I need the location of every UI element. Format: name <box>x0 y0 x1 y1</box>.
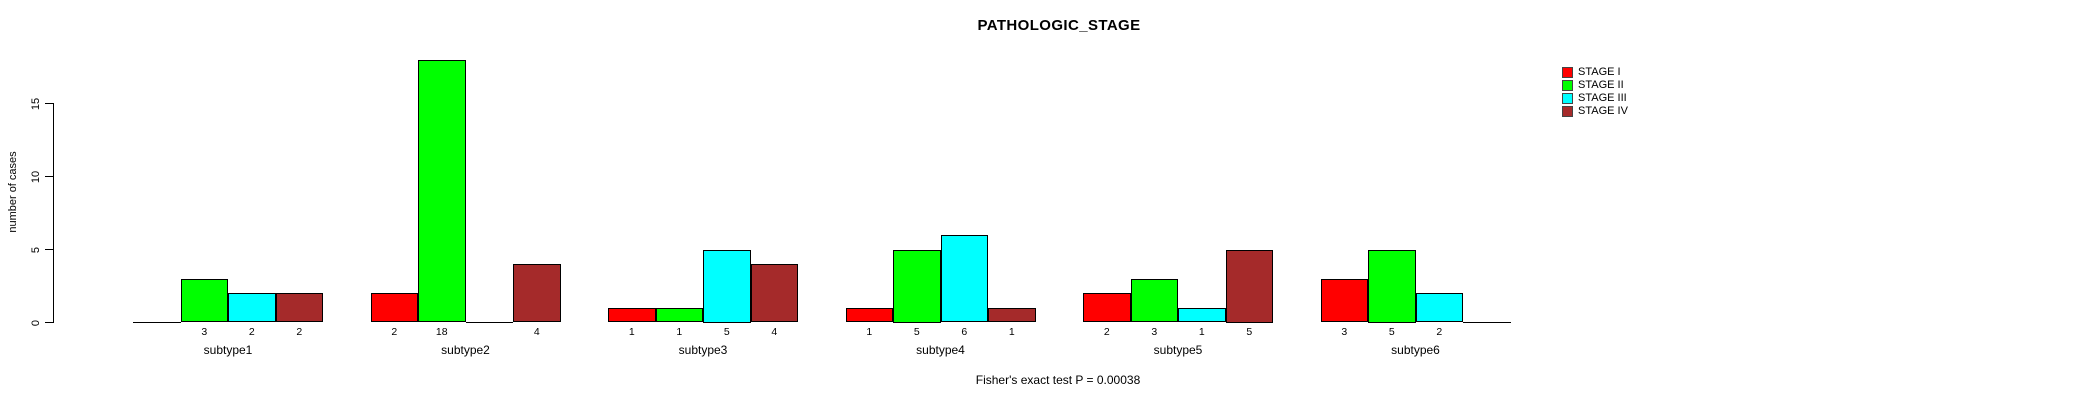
category-label-subtype1: subtype1 <box>203 343 253 357</box>
y-axis-tick <box>45 176 54 177</box>
bar-subtype3-stage-i <box>608 307 656 323</box>
bar-subtype4-stage-i <box>845 307 893 323</box>
bar-value-label: 2 <box>248 326 255 338</box>
bar-value-label: 3 <box>1341 326 1348 338</box>
fisher-test-footnote: Fisher's exact test P = 0.00038 <box>975 373 1141 387</box>
legend-row-stage-iv: STAGE IV <box>1562 105 1628 118</box>
zero-height-bar <box>133 321 181 323</box>
bar-subtype4-stage-iii <box>940 234 988 323</box>
y-axis-label: number of cases <box>7 151 19 233</box>
bar-value-label: 3 <box>201 326 208 338</box>
legend-label-stage-i: STAGE I <box>1578 65 1621 78</box>
stage-iv-swatch-icon <box>1562 105 1573 117</box>
bar-subtype2-stage-iv <box>513 264 561 323</box>
category-label-subtype6: subtype6 <box>1391 343 1440 357</box>
bar-subtype4-stage-iv <box>988 307 1036 323</box>
y-axis-tick-label: 0 <box>30 319 42 326</box>
bar-value-label: 2 <box>1436 326 1443 338</box>
legend-label-stage-iii: STAGE III <box>1578 91 1627 104</box>
bar-value-label: 5 <box>1246 326 1253 338</box>
bar-value-label: 5 <box>1388 326 1395 338</box>
bar-value-label: 1 <box>676 326 683 338</box>
bar-value-label: 1 <box>866 326 873 338</box>
bar-value-label: 4 <box>771 326 778 338</box>
y-axis-tick <box>45 103 54 104</box>
bar-value-label: 18 <box>435 326 448 338</box>
stage-i-swatch-icon <box>1562 66 1573 78</box>
bar-subtype4-stage-ii <box>893 249 941 323</box>
bar-value-label: 1 <box>1008 326 1015 338</box>
bar-value-label: 3 <box>1151 326 1158 338</box>
legend-row-stage-iii: STAGE III <box>1562 92 1628 105</box>
bar-value-label: 2 <box>1103 326 1110 338</box>
category-label-subtype2: subtype2 <box>441 343 490 357</box>
legend-row-stage-i: STAGE I <box>1562 66 1628 79</box>
bar-value-label: 5 <box>723 326 730 338</box>
bar-subtype1-stage-ii <box>180 278 228 323</box>
chart-title: PATHOLOGIC_STAGE <box>977 17 1141 34</box>
bar-subtype5-stage-iv <box>1225 249 1273 323</box>
bar-subtype6-stage-iii <box>1415 293 1463 323</box>
category-label-subtype4: subtype4 <box>916 343 965 357</box>
y-axis-tick <box>45 322 54 323</box>
bar-value-label: 1 <box>628 326 635 338</box>
y-axis-tick-label: 5 <box>30 246 42 253</box>
bar-value-label: 1 <box>1198 326 1205 338</box>
bar-subtype3-stage-iv <box>750 264 798 323</box>
bar-value-label: 2 <box>391 326 398 338</box>
bar-value-label: 6 <box>961 326 968 338</box>
bar-subtype3-stage-ii <box>655 307 703 323</box>
category-label-subtype5: subtype5 <box>1153 343 1203 357</box>
bar-value-label: 4 <box>533 326 540 338</box>
bar-subtype3-stage-iii <box>703 249 751 323</box>
y-axis-tick <box>45 249 54 250</box>
bar-subtype1-stage-iv <box>275 293 323 323</box>
bar-subtype6-stage-i <box>1320 278 1368 323</box>
legend-row-stage-ii: STAGE II <box>1562 79 1628 92</box>
bar-subtype1-stage-iii <box>228 293 276 323</box>
y-axis-tick-label: 15 <box>30 97 42 110</box>
stage-ii-swatch-icon <box>1562 79 1573 91</box>
y-axis <box>53 103 54 323</box>
bar-subtype2-stage-i <box>370 293 418 323</box>
bar-subtype5-stage-ii <box>1130 278 1178 323</box>
y-axis-tick-label: 10 <box>30 170 42 183</box>
bar-subtype5-stage-i <box>1083 293 1131 323</box>
zero-height-bar <box>465 321 513 323</box>
zero-height-bar <box>1463 321 1511 323</box>
bar-subtype2-stage-ii <box>418 59 466 323</box>
category-label-subtype3: subtype3 <box>678 343 728 357</box>
bar-subtype6-stage-ii <box>1368 249 1416 323</box>
bar-subtype5-stage-iii <box>1178 307 1226 323</box>
legend-label-stage-ii: STAGE II <box>1578 78 1624 91</box>
stage-iii-swatch-icon <box>1562 92 1573 104</box>
legend-label-stage-iv: STAGE IV <box>1578 104 1628 117</box>
bar-value-label: 2 <box>296 326 303 338</box>
legend: STAGE I STAGE II STAGE III STAGE IV <box>1562 66 1628 118</box>
bar-value-label: 5 <box>913 326 920 338</box>
